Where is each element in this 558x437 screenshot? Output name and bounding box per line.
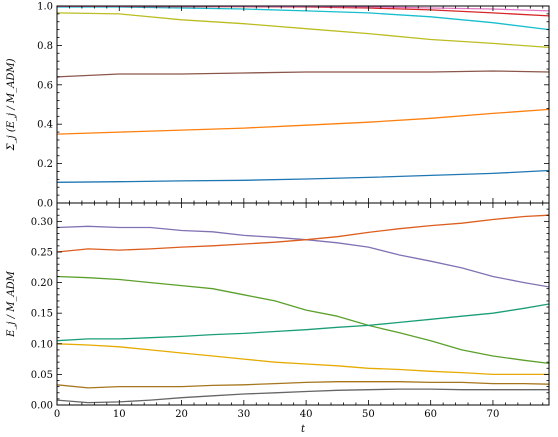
series-line-3: [57, 12, 549, 49]
y-tick-label: 0.25: [31, 247, 53, 258]
series-line-6: [57, 388, 549, 404]
x-tick-label: 0: [54, 409, 60, 420]
y-tick-label: 0.30: [31, 217, 53, 228]
y-tick-label: 0.6: [37, 80, 53, 91]
y-tick-label: 0.8: [37, 41, 53, 52]
series-line-4: [57, 6, 549, 31]
y-tick-label: 0.15: [31, 309, 53, 320]
y-tick-label: 0.20: [31, 278, 53, 289]
y-tick-label: 0.4: [37, 120, 53, 131]
x-axis-label: t: [301, 424, 306, 435]
x-tick-label: 20: [175, 409, 188, 420]
series-line-2: [57, 70, 549, 78]
y-tick-label: 0.10: [31, 339, 53, 350]
series-line-3: [57, 303, 549, 342]
y-axis-label: E_j / M_ADM: [6, 270, 17, 338]
x-tick-label: 50: [362, 409, 375, 420]
y-tick-label: 1.0: [37, 2, 53, 13]
y-axis-label: Σ_j (E_j / M_ADM): [6, 58, 17, 151]
series-line-0: [57, 225, 549, 288]
y-tick-label: 0.00: [31, 401, 53, 412]
panel-top: 0.0 0.2 0.4 0.6 0.8 1.0 Σ_j (E_j / M_ADM): [6, 2, 550, 210]
series-line-5: [57, 381, 549, 389]
x-tick-label: 70: [487, 409, 500, 420]
series-line-0: [57, 169, 549, 183]
series-line-4: [57, 343, 549, 376]
y-tick-label: 0.2: [37, 159, 53, 170]
y-tick-label: 0.05: [31, 370, 53, 381]
y-tick-label: 0.0: [37, 199, 53, 210]
series-line-1: [57, 108, 549, 135]
panel-bottom: 0.00 0.05 0.10 0.15 0.20 0.25 0.30 0 10 20 30 40 50 6…: [6, 202, 550, 435]
x-tick-label: 40: [300, 409, 313, 420]
x-tick-label: 10: [113, 409, 126, 420]
series-line-1: [57, 214, 549, 253]
series-line-2: [57, 275, 549, 365]
x-tick-label: 60: [424, 409, 437, 420]
axes-frame: [56, 202, 550, 406]
x-tick-label: 30: [237, 409, 250, 420]
